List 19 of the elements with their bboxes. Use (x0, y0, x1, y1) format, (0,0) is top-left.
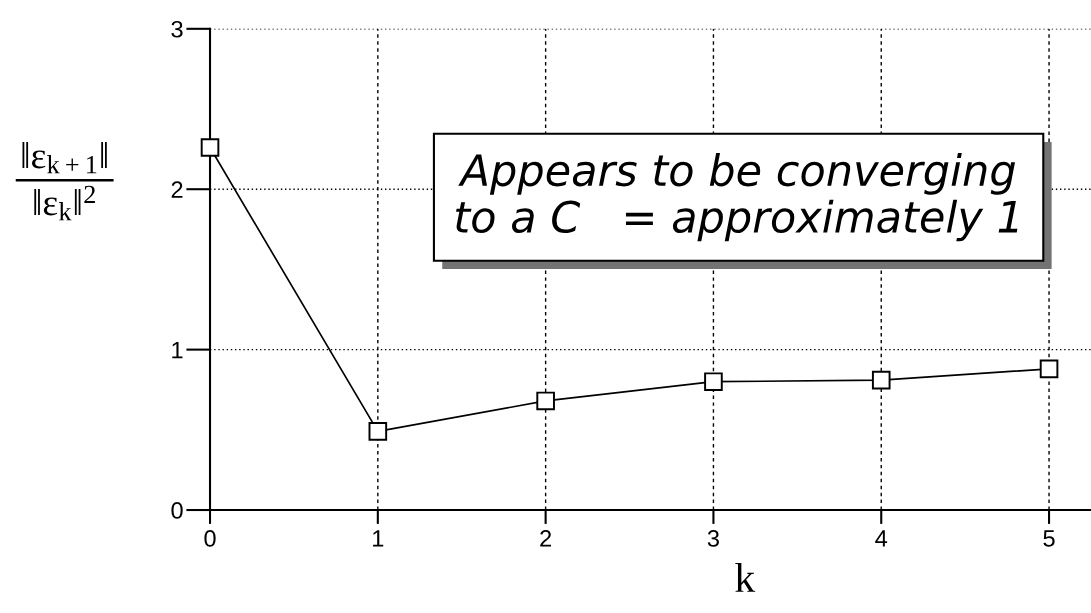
y-tick-label: 1 (172, 341, 183, 359)
y-tick-label: 2 (171, 181, 183, 198)
x-tick-label: 5 (1043, 530, 1055, 547)
x-tick-label: 2 (540, 530, 552, 547)
x-axis-title: k (735, 562, 756, 592)
point (704, 372, 723, 391)
x-tick-label: 4 (875, 530, 888, 547)
point (200, 138, 220, 157)
point (536, 391, 555, 411)
text: ‖ε$_{k+1}$‖ ‖ε$_{k}$‖$^{2}$ (22, 142, 107, 221)
x-tick-label: 0 (204, 530, 216, 547)
x-tick-label: 1 (373, 530, 384, 547)
y-tick-label: 3 (171, 20, 183, 38)
point (871, 370, 891, 390)
y-tick-label: 0 (171, 502, 183, 519)
annotation: Appears to be converging to a C = approximately 1 (456, 153, 1018, 242)
point (1039, 359, 1059, 379)
x-tick-label: 3 (707, 530, 719, 547)
point (368, 422, 388, 441)
